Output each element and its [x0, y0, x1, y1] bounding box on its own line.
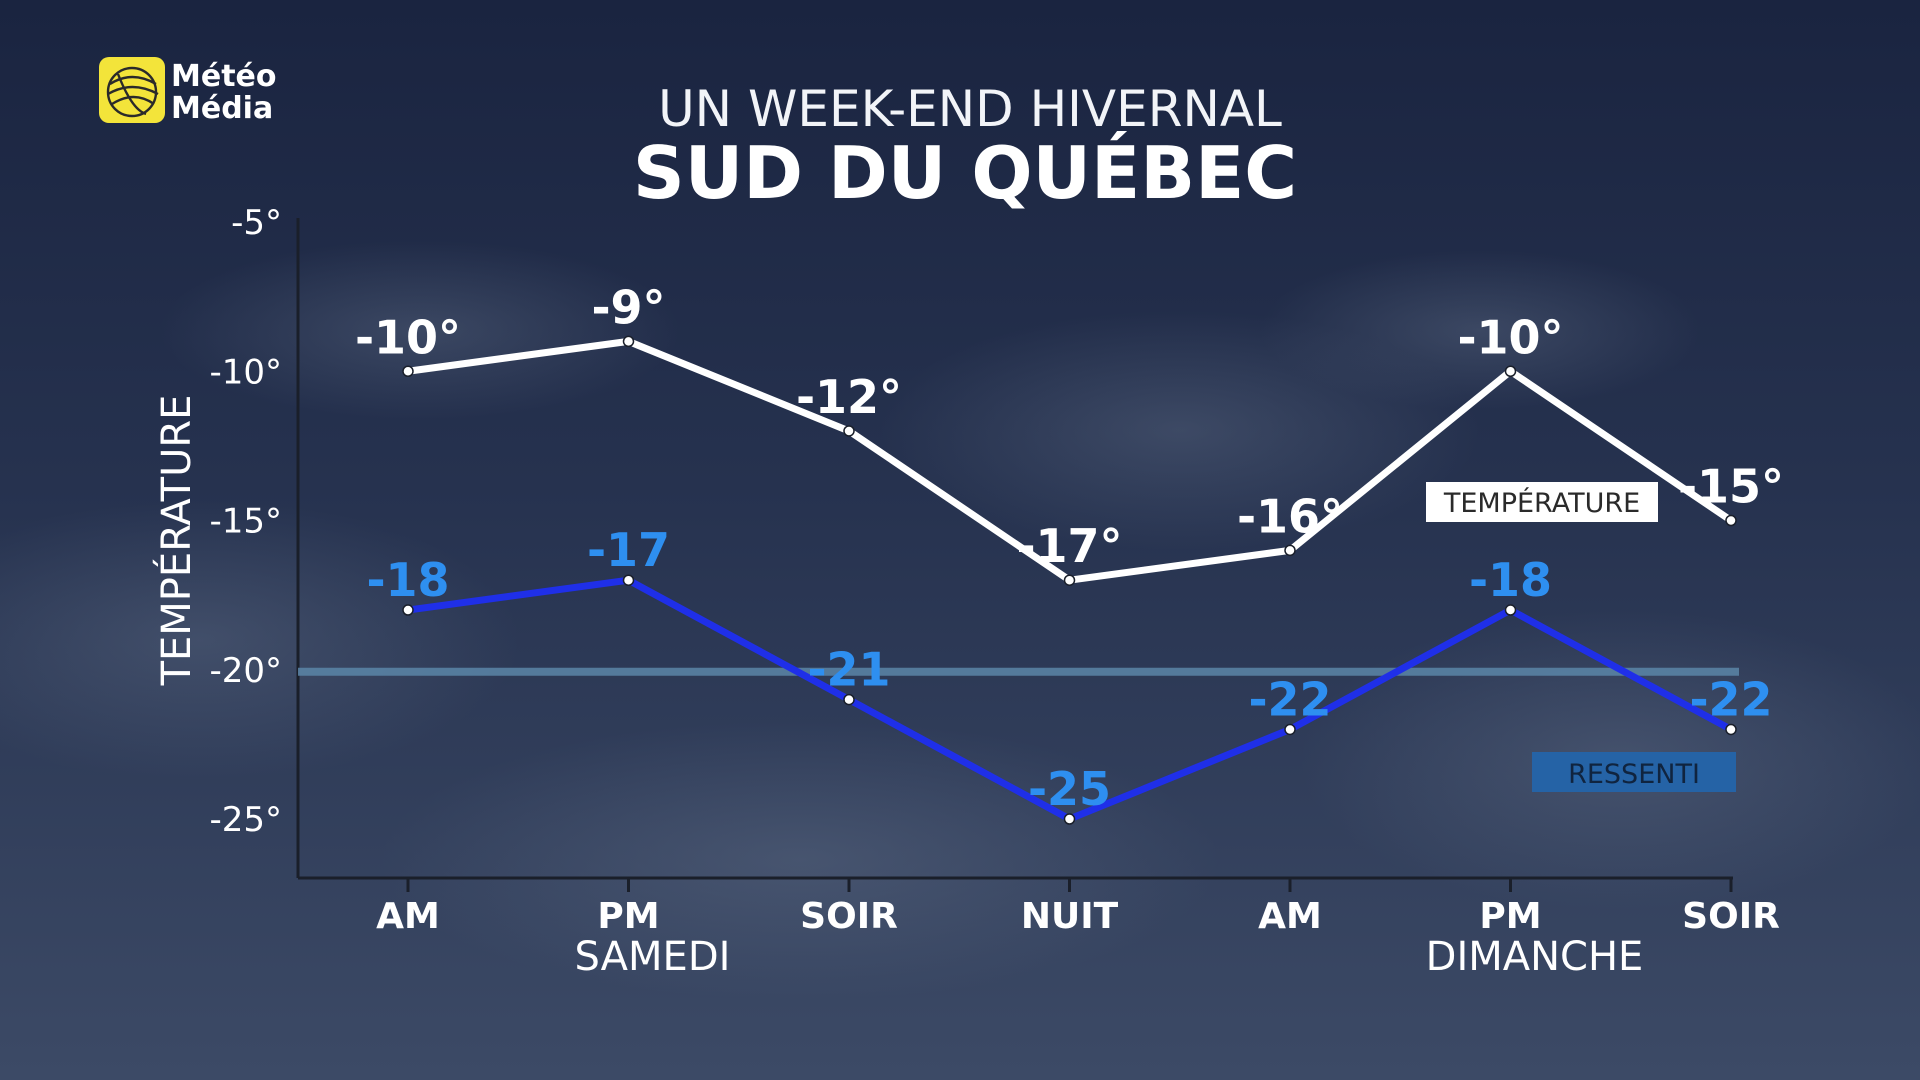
- y-tick-label: -15°: [209, 502, 282, 542]
- data-label: -21: [807, 643, 890, 697]
- logo-text-line2: Média: [171, 91, 273, 126]
- data-label: -9°: [591, 280, 665, 334]
- x-tick-label: AM: [1258, 896, 1322, 937]
- data-point: [843, 693, 855, 706]
- data-label: -22: [1248, 672, 1331, 726]
- data-label: -10°: [1457, 310, 1563, 364]
- y-axis-label: TEMPÉRATURE: [152, 395, 200, 687]
- legend-temperature-box: [1426, 482, 1658, 522]
- chart-title: SUD DU QUÉBEC: [633, 131, 1297, 215]
- data-label: -10°: [355, 310, 461, 364]
- legend-temperature-label: TEMPÉRATURE: [1443, 487, 1640, 519]
- legend-ressenti-box: [1532, 752, 1736, 792]
- logo-text-line1: Météo: [171, 59, 277, 94]
- x-tick-label: AM: [376, 896, 440, 937]
- chart-axes: -5° -10° -15° -20° -25° AM PM SOIR NUIT AM PM SOIR S…: [209, 203, 1779, 980]
- data-labels-group: -10° -9° -12° -17° -16° -10° -15° -18 -17 -21 -25 -…: [355, 280, 1784, 816]
- meteomedia-logo: Météo Média: [99, 57, 277, 126]
- data-point: [1063, 813, 1076, 825]
- data-point: [843, 425, 855, 437]
- x-tick-label: SOIR: [1682, 896, 1780, 937]
- data-point: [1504, 365, 1517, 377]
- legend-temperature: TEMPÉRATURE: [1426, 482, 1658, 522]
- data-point: [622, 574, 635, 586]
- x-tick-label: PM: [597, 896, 659, 937]
- series-group: [402, 335, 1737, 825]
- data-point: [1725, 723, 1737, 736]
- y-tick-label: -25°: [209, 800, 282, 840]
- data-point: [1284, 723, 1296, 736]
- globe-icon: [106, 66, 159, 118]
- x-tick-label: NUIT: [1021, 896, 1119, 937]
- day-group-label: DIMANCHE: [1426, 934, 1644, 980]
- data-point: [402, 604, 414, 616]
- data-label: -12°: [796, 370, 902, 424]
- data-label: -18: [366, 553, 449, 607]
- data-point: [1063, 574, 1076, 586]
- data-label: -18: [1469, 553, 1552, 607]
- day-group-label: SAMEDI: [575, 934, 731, 980]
- x-tick-label: SOIR: [800, 896, 898, 937]
- chart-subtitle: UN WEEK-END HIVERNAL: [658, 80, 1282, 138]
- data-label: -25: [1028, 762, 1111, 816]
- x-tick-label: PM: [1479, 896, 1541, 937]
- data-point: [1504, 604, 1517, 616]
- y-tick-label: -5°: [231, 203, 282, 243]
- legend-ressenti-label: RESSENTI: [1568, 759, 1700, 790]
- data-label: -22: [1689, 672, 1772, 726]
- data-point: [402, 365, 414, 377]
- data-label: -17: [587, 523, 670, 577]
- data-point: [1284, 544, 1296, 557]
- data-label: -15°: [1678, 460, 1784, 514]
- data-label: -16°: [1237, 489, 1343, 543]
- data-point: [622, 335, 635, 348]
- y-tick-label: -10°: [209, 352, 282, 392]
- data-point: [1725, 514, 1737, 527]
- data-label: -17°: [1016, 519, 1122, 573]
- y-tick-label: -20°: [209, 651, 282, 691]
- legend-ressenti: RESSENTI: [1532, 752, 1736, 792]
